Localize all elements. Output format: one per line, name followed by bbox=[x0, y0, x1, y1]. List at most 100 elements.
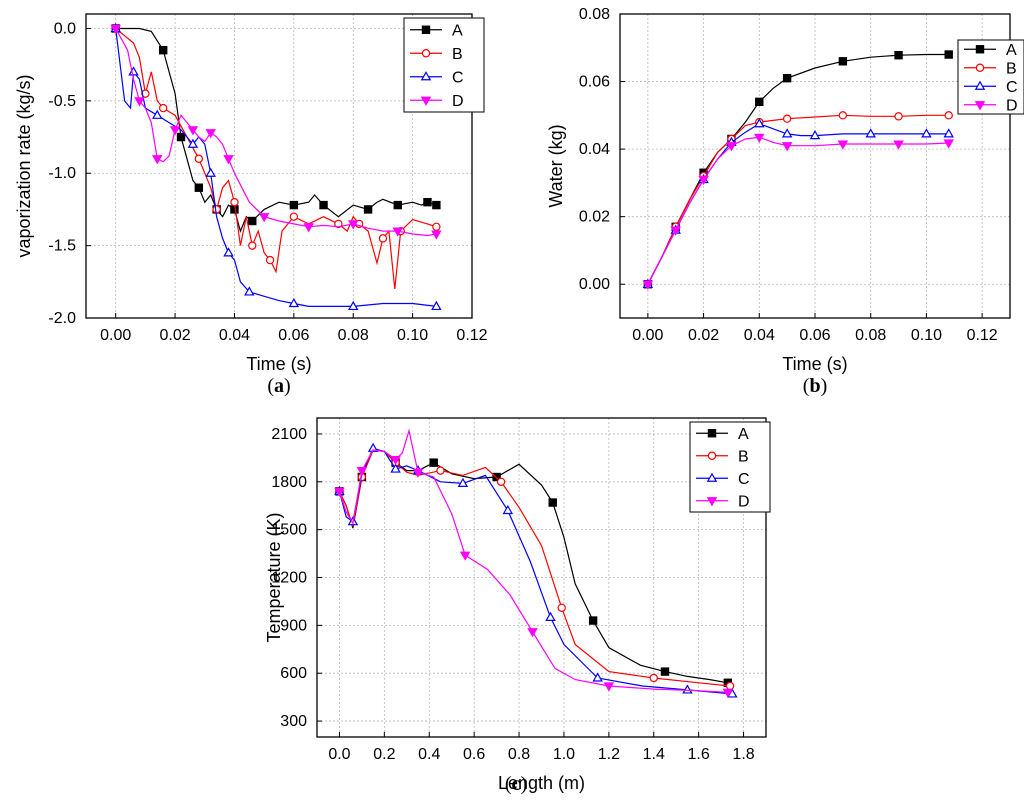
data-point-A bbox=[944, 50, 953, 59]
y-axis-label: Water (kg) bbox=[546, 124, 566, 207]
legend-box bbox=[689, 421, 771, 513]
data-point-A bbox=[755, 97, 764, 107]
data-point-C bbox=[682, 684, 693, 694]
data-point-C bbox=[809, 129, 821, 140]
grid bbox=[620, 13, 1010, 318]
data-point-D bbox=[527, 628, 538, 638]
series-line-D bbox=[115, 28, 437, 237]
x-axis-label: Time (s) bbox=[246, 354, 311, 374]
y-tick-label: 600 bbox=[280, 665, 307, 682]
legend-label-D: D bbox=[1006, 97, 1018, 114]
data-point-D bbox=[943, 139, 954, 149]
legend-marker-A bbox=[975, 45, 985, 54]
series-line-C bbox=[647, 123, 949, 285]
legend-marker-A bbox=[707, 429, 717, 438]
series-C bbox=[334, 442, 738, 698]
data-point-D bbox=[303, 223, 314, 233]
data-point-D bbox=[356, 467, 368, 477]
data-point-C bbox=[592, 672, 603, 682]
data-point-B bbox=[248, 241, 257, 250]
data-point-D bbox=[390, 455, 401, 466]
x-tick-label: 0.00 bbox=[100, 327, 131, 344]
data-point-B bbox=[230, 197, 239, 207]
series-B bbox=[335, 449, 735, 691]
series-line-B bbox=[338, 449, 731, 687]
panel-letter: b bbox=[809, 375, 820, 397]
data-point-D bbox=[392, 227, 403, 237]
y-tick-label: 900 bbox=[280, 617, 307, 634]
x-tick-label: 0.4 bbox=[418, 746, 440, 763]
x-tick-label: 0.12 bbox=[967, 327, 998, 344]
data-point-B bbox=[725, 681, 735, 691]
data-point-B bbox=[141, 89, 150, 98]
data-point-C bbox=[288, 297, 300, 308]
data-point-D bbox=[837, 140, 849, 150]
chart-b-water: 0.00 0.02 0.04 0.06 0.08 0.10 0.12 0.00 0.02 0.04… bbox=[546, 6, 1024, 397]
data-point-C bbox=[781, 128, 793, 138]
x-tick-label: 0.08 bbox=[855, 327, 886, 344]
data-point-C bbox=[152, 109, 163, 119]
series-B bbox=[643, 111, 953, 289]
series-line-A bbox=[647, 53, 949, 285]
data-point-B bbox=[289, 212, 299, 221]
data-point-A bbox=[432, 200, 441, 210]
data-point-A bbox=[289, 200, 299, 210]
data-point-C bbox=[545, 611, 556, 621]
x-tick-label: 0.04 bbox=[744, 327, 775, 344]
x-tick-label: 0.02 bbox=[688, 327, 719, 344]
data-point-C bbox=[367, 442, 379, 452]
series-A bbox=[111, 24, 441, 233]
data-point-D bbox=[223, 155, 234, 165]
data-point-B bbox=[378, 234, 388, 243]
data-point-C bbox=[348, 300, 359, 311]
legend-label-C: C bbox=[1006, 79, 1018, 96]
y-tick-label: -1.5 bbox=[48, 238, 76, 255]
legend-label-C: C bbox=[452, 69, 464, 86]
data-point-A bbox=[176, 132, 186, 142]
data-point-B bbox=[838, 111, 848, 120]
data-point-B bbox=[496, 477, 506, 486]
data-point-D bbox=[334, 487, 345, 497]
series-line-D bbox=[647, 136, 949, 285]
series-C bbox=[110, 22, 442, 311]
series-line-A bbox=[115, 27, 437, 233]
legend-label-B: B bbox=[738, 448, 749, 465]
legend-box bbox=[957, 39, 1024, 115]
x-tick-label: 1.2 bbox=[598, 746, 620, 763]
data-point-C bbox=[205, 167, 216, 177]
x-tick-label: 0.0 bbox=[328, 746, 350, 763]
data-point-A bbox=[194, 183, 204, 192]
legend-marker-B bbox=[975, 63, 985, 72]
y-tick-label: 0.00 bbox=[579, 276, 610, 293]
x-tick-label: 1.6 bbox=[688, 746, 710, 763]
data-point-B bbox=[894, 112, 903, 121]
data-point-D bbox=[642, 280, 654, 290]
legend-marker-C bbox=[420, 71, 432, 81]
data-point-A bbox=[230, 205, 239, 214]
series-line-A bbox=[338, 449, 728, 684]
x-tick-label: 0.8 bbox=[508, 746, 530, 763]
data-point-D bbox=[110, 24, 121, 35]
y-tick-label: 0.0 bbox=[54, 20, 76, 37]
data-point-C bbox=[128, 66, 139, 76]
x-tick-label: 0.10 bbox=[911, 327, 942, 344]
legend-marker-C bbox=[974, 80, 986, 90]
data-point-D bbox=[412, 468, 424, 478]
data-point-C bbox=[223, 247, 234, 257]
data-point-B bbox=[158, 103, 168, 113]
data-point-B bbox=[557, 603, 566, 613]
data-point-D bbox=[152, 155, 163, 165]
y-tick-label: 1500 bbox=[271, 522, 307, 539]
x-tick-label: 0.04 bbox=[219, 327, 250, 344]
data-point-A bbox=[429, 458, 438, 467]
x-tick-label: 0.06 bbox=[799, 327, 830, 344]
y-tick-label: 1200 bbox=[271, 570, 307, 587]
panel-label: (b) bbox=[803, 375, 827, 397]
series-D bbox=[334, 428, 734, 698]
legend-box bbox=[403, 17, 485, 113]
y-tick-label: 0.02 bbox=[579, 209, 610, 226]
x-tick-label: 0.00 bbox=[632, 327, 663, 344]
legend-label-C: C bbox=[738, 471, 750, 488]
y-tick-label: 0.06 bbox=[579, 74, 610, 91]
